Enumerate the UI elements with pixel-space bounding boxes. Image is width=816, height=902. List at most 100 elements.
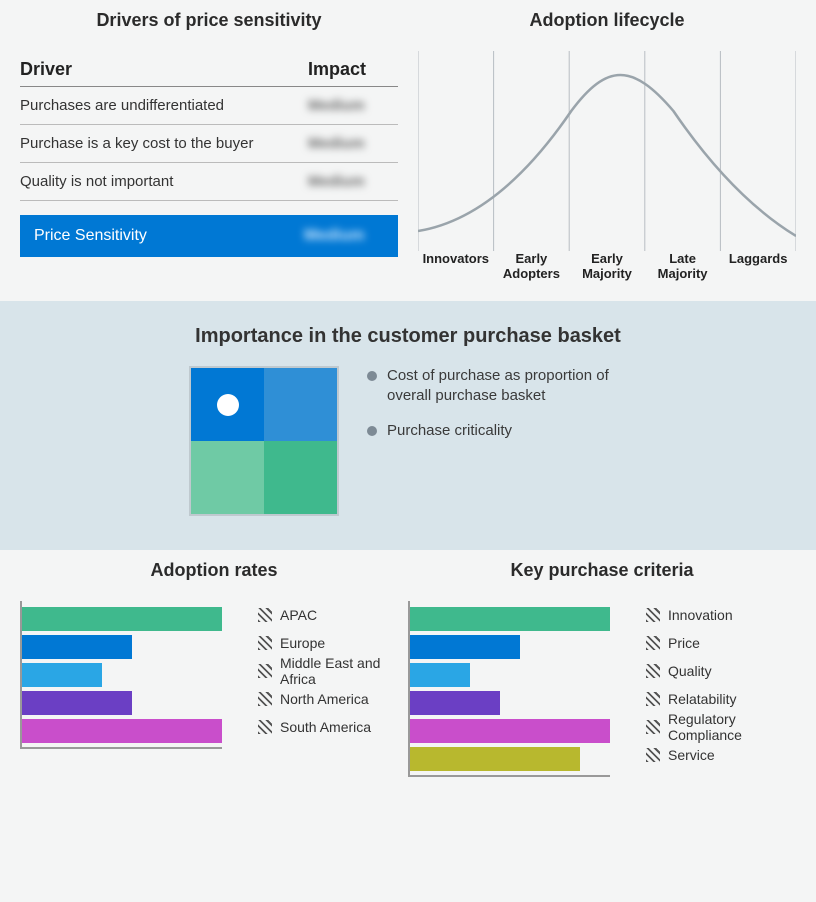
legend-item: Price bbox=[646, 629, 796, 657]
legend-text: Regulatory Compliance bbox=[668, 711, 796, 743]
hatch-icon bbox=[646, 636, 660, 650]
legend-text: Purchase criticality bbox=[387, 421, 512, 441]
legend-text: North America bbox=[280, 691, 369, 707]
legend-item: Relatability bbox=[646, 685, 796, 713]
lifecycle-panel: Adoption lifecycle InnovatorsEarly Adopt… bbox=[418, 10, 796, 291]
legend-item: Regulatory Compliance bbox=[646, 713, 796, 741]
bar-row bbox=[22, 663, 222, 687]
bar-fill bbox=[410, 635, 520, 659]
legend-text: Service bbox=[668, 747, 715, 763]
hatch-icon bbox=[646, 692, 660, 706]
bottom-row: Adoption rates APAC Europe Middle East and… bbox=[0, 550, 816, 787]
bar-row bbox=[410, 635, 610, 659]
lifecycle-stage-label: Laggards bbox=[720, 251, 796, 281]
importance-body: Cost of purchase as proportion of overal… bbox=[20, 366, 796, 516]
purchase-criteria-legend: Innovation Price Quality Relatability Regula… bbox=[646, 601, 796, 777]
hatch-icon bbox=[258, 720, 272, 734]
adoption-rates-title: Adoption rates bbox=[20, 560, 408, 581]
hatch-icon bbox=[646, 748, 660, 762]
bullet-icon bbox=[367, 426, 377, 436]
hatch-icon bbox=[258, 664, 272, 678]
drivers-header: Driver Impact bbox=[20, 51, 398, 87]
importance-legend: Cost of purchase as proportion of overal… bbox=[367, 366, 627, 455]
bar-row bbox=[410, 691, 610, 715]
legend-item: Service bbox=[646, 741, 796, 769]
summary-value: Medium bbox=[304, 227, 384, 245]
driver-label: Quality is not important bbox=[20, 173, 308, 190]
lifecycle-svg bbox=[418, 51, 796, 251]
driver-impact: Medium bbox=[308, 135, 398, 152]
quad-top-right bbox=[264, 368, 337, 441]
hatch-icon bbox=[646, 664, 660, 678]
legend-text: Europe bbox=[280, 635, 325, 651]
drivers-panel: Drivers of price sensitivity Driver Impa… bbox=[20, 10, 418, 291]
bar-fill bbox=[22, 607, 222, 631]
adoption-rates-panel: Adoption rates APAC Europe Middle East and… bbox=[20, 560, 408, 777]
legend-item: Purchase criticality bbox=[367, 421, 627, 441]
hatch-icon bbox=[258, 608, 272, 622]
lifecycle-stage-label: Innovators bbox=[418, 251, 494, 281]
driver-label: Purchases are undifferentiated bbox=[20, 97, 308, 114]
bar-fill bbox=[410, 607, 610, 631]
lifecycle-chart: InnovatorsEarly AdoptersEarly Majority La… bbox=[418, 51, 796, 291]
bullet-icon bbox=[367, 371, 377, 381]
bar-row bbox=[22, 691, 222, 715]
importance-panel: Importance in the customer purchase bask… bbox=[0, 301, 816, 550]
drivers-rows: Purchases are undifferentiatedMediumPurc… bbox=[20, 87, 398, 201]
bar-fill bbox=[410, 663, 470, 687]
legend-item: Middle East and Africa bbox=[258, 657, 408, 685]
quad-bottom-right bbox=[264, 441, 337, 514]
bar-fill bbox=[22, 663, 102, 687]
lifecycle-labels: InnovatorsEarly AdoptersEarly Majority La… bbox=[418, 251, 796, 281]
lifecycle-title: Adoption lifecycle bbox=[418, 10, 796, 31]
bar-row bbox=[22, 607, 222, 631]
bar-fill bbox=[22, 719, 222, 743]
bar-fill bbox=[410, 691, 500, 715]
top-row: Drivers of price sensitivity Driver Impa… bbox=[0, 0, 816, 301]
legend-text: Price bbox=[668, 635, 700, 651]
bar-fill bbox=[22, 691, 132, 715]
bar-row bbox=[410, 663, 610, 687]
legend-item: APAC bbox=[258, 601, 408, 629]
driver-impact: Medium bbox=[308, 173, 398, 190]
hatch-icon bbox=[646, 608, 660, 622]
bar-row bbox=[410, 747, 610, 771]
lifecycle-stage-label: Early Majority bbox=[569, 251, 645, 281]
lifecycle-stage-label: Early Adopters bbox=[494, 251, 570, 281]
bar-fill bbox=[410, 747, 580, 771]
purchase-criteria-chart: Innovation Price Quality Relatability Regula… bbox=[408, 601, 796, 777]
hatch-icon bbox=[646, 720, 660, 734]
drivers-col1: Driver bbox=[20, 59, 308, 80]
legend-text: Middle East and Africa bbox=[280, 655, 408, 687]
legend-item: Quality bbox=[646, 657, 796, 685]
legend-text: Quality bbox=[668, 663, 712, 679]
driver-impact: Medium bbox=[308, 97, 398, 114]
hatch-icon bbox=[258, 692, 272, 706]
adoption-rates-bars bbox=[20, 601, 222, 749]
legend-item: South America bbox=[258, 713, 408, 741]
quadrant-chart bbox=[189, 366, 339, 516]
legend-text: APAC bbox=[280, 607, 317, 623]
bar-row bbox=[22, 719, 222, 743]
table-row: Purchase is a key cost to the buyerMediu… bbox=[20, 125, 398, 163]
legend-text: South America bbox=[280, 719, 371, 735]
price-sensitivity-summary: Price Sensitivity Medium bbox=[20, 215, 398, 257]
bar-row bbox=[410, 719, 610, 743]
bar-fill bbox=[22, 635, 132, 659]
bar-row bbox=[22, 635, 222, 659]
hatch-icon bbox=[258, 636, 272, 650]
legend-text: Innovation bbox=[668, 607, 733, 623]
table-row: Quality is not importantMedium bbox=[20, 163, 398, 201]
importance-title: Importance in the customer purchase bask… bbox=[20, 325, 796, 348]
legend-item: North America bbox=[258, 685, 408, 713]
table-row: Purchases are undifferentiatedMedium bbox=[20, 87, 398, 125]
legend-item: Cost of purchase as proportion of overal… bbox=[367, 366, 627, 407]
legend-text: Relatability bbox=[668, 691, 736, 707]
drivers-col2: Impact bbox=[308, 59, 398, 80]
bar-row bbox=[410, 607, 610, 631]
adoption-rates-chart: APAC Europe Middle East and Africa North Am… bbox=[20, 601, 408, 749]
purchase-criteria-bars bbox=[408, 601, 610, 777]
drivers-title: Drivers of price sensitivity bbox=[20, 10, 398, 31]
purchase-criteria-title: Key purchase criteria bbox=[408, 560, 796, 581]
legend-item: Europe bbox=[258, 629, 408, 657]
